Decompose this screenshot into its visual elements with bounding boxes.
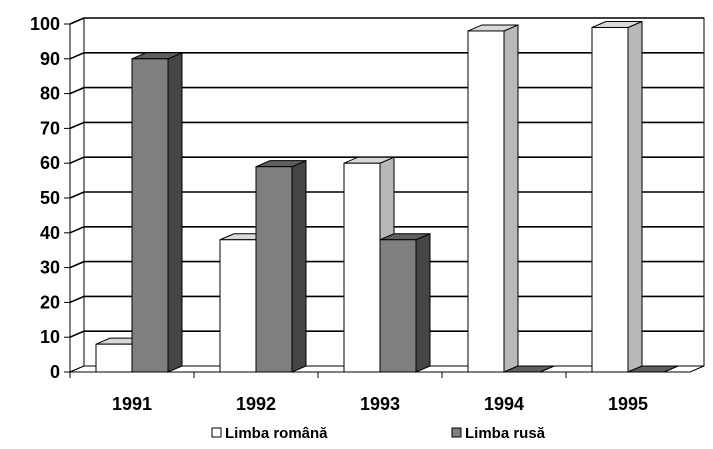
bar-1991-series-1 (131, 52, 183, 373)
bar-front (131, 58, 169, 373)
legend-swatch-rusa (451, 427, 462, 438)
bar-front (467, 30, 505, 373)
bar-front (343, 162, 381, 373)
y-tick-label: 40 (40, 223, 60, 243)
y-tick-label: 100 (30, 14, 60, 34)
gridline (69, 17, 704, 25)
legend: Limba română Limba rusă (211, 425, 546, 442)
y-tick-label: 90 (40, 49, 60, 69)
y-tick-label: 70 (40, 118, 60, 138)
legend-swatch-romana (211, 427, 222, 438)
bar-front (379, 239, 417, 373)
y-tick-label: 80 (40, 84, 60, 104)
bar-side (415, 233, 431, 373)
bar-side (627, 20, 643, 373)
y-tick-label: 10 (40, 327, 60, 347)
bars (95, 20, 679, 373)
x-tick-label: 1993 (360, 394, 400, 414)
y-tick-label: 60 (40, 153, 60, 173)
bar-1993-series-1 (379, 233, 431, 373)
bar-front (255, 166, 293, 373)
y-tick-label: 20 (40, 292, 60, 312)
bar-front (95, 343, 133, 373)
bar-1992-series-1 (255, 159, 307, 373)
y-tick-label: 50 (40, 188, 60, 208)
legend-label-rusa: Limba rusă (465, 425, 546, 442)
bar-side (503, 24, 519, 373)
y-tick-label: 30 (40, 258, 60, 278)
bar-1994-series-0 (467, 24, 519, 373)
bar-1995-series-0 (591, 20, 643, 373)
x-tick-label: 1994 (484, 394, 524, 414)
bar-front (219, 239, 257, 373)
legend-label-romana: Limba română (225, 425, 328, 442)
y-axis-ticks: 0 10 20 30 40 50 60 70 80 90 100 (30, 14, 71, 382)
x-tick-label: 1992 (236, 394, 276, 414)
bar-side (167, 52, 183, 373)
bar-side (291, 159, 307, 373)
y-tick-label: 0 (50, 362, 60, 382)
bar-front (591, 26, 629, 373)
x-tick-label: 1991 (112, 394, 152, 414)
x-tick-label: 1995 (608, 394, 648, 414)
x-axis-labels: 1991 1992 1993 1994 1995 (69, 371, 690, 414)
